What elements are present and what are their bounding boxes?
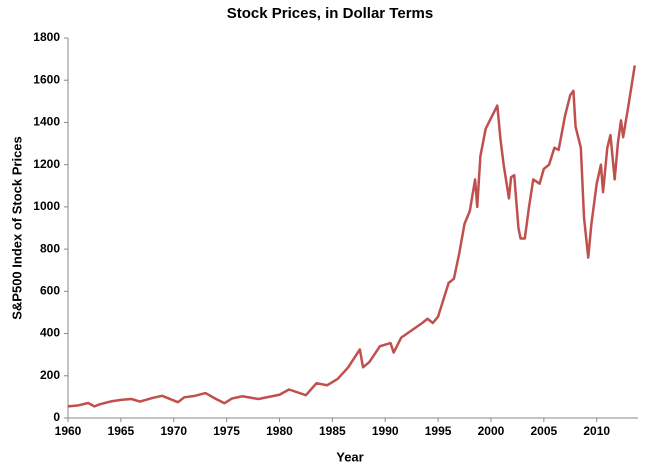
y-tick-label: 1400 <box>33 115 60 129</box>
x-tick-label: 1985 <box>319 424 346 438</box>
y-tick-label: 400 <box>40 326 60 340</box>
data-line <box>67 65 637 408</box>
x-tick-label: 1965 <box>108 424 135 438</box>
x-axis-title: Year <box>336 449 363 464</box>
x-tick-label: 2005 <box>530 424 557 438</box>
x-tick-label: 1990 <box>372 424 399 438</box>
y-tick-label: 200 <box>40 368 60 382</box>
x-tick-label: 1995 <box>425 424 452 438</box>
x-tick-label: 1960 <box>55 424 82 438</box>
x-tick-label: 1975 <box>213 424 240 438</box>
chart-title: Stock Prices, in Dollar Terms <box>227 5 433 22</box>
y-tick-label: 800 <box>40 241 60 255</box>
y-tick-label: 1000 <box>33 199 60 213</box>
x-tick-label: 2000 <box>478 424 505 438</box>
y-tick-label: 1600 <box>33 72 60 86</box>
y-tick-label: 1800 <box>33 30 60 44</box>
y-axis-title: S&P500 Index of Stock Prices <box>9 136 24 320</box>
x-tick-label: 1980 <box>266 424 293 438</box>
y-tick-label: 0 <box>53 410 60 424</box>
y-tick-label: 1200 <box>33 157 60 171</box>
x-tick-label: 2010 <box>583 424 610 438</box>
y-tick-label: 600 <box>40 284 60 298</box>
x-tick-label: 1970 <box>160 424 187 438</box>
